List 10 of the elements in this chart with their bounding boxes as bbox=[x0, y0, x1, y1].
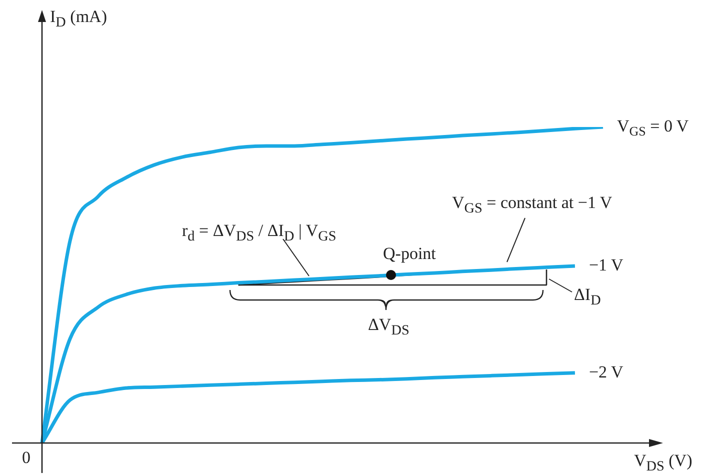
text: 0 bbox=[22, 448, 30, 467]
x-axis-title: V$_{DS}$ (V) bbox=[634, 451, 692, 474]
annotation: ΔV$_{DS}$ bbox=[368, 315, 410, 338]
annotation: ΔI$_{D}$ bbox=[574, 285, 601, 308]
series-label: −2 V bbox=[588, 362, 624, 382]
annotation: r$_{d}$ = ΔV$_{DS}$ / ΔI$_{D}$ | V$_{GS}$ bbox=[182, 221, 336, 244]
annotation: V$_{GS}$ = constant at −1 V bbox=[452, 193, 612, 216]
series-label: −1 V bbox=[588, 256, 624, 275]
text: I$_{D}$ (mA) bbox=[50, 7, 107, 30]
annotation: Q-point bbox=[383, 244, 436, 263]
